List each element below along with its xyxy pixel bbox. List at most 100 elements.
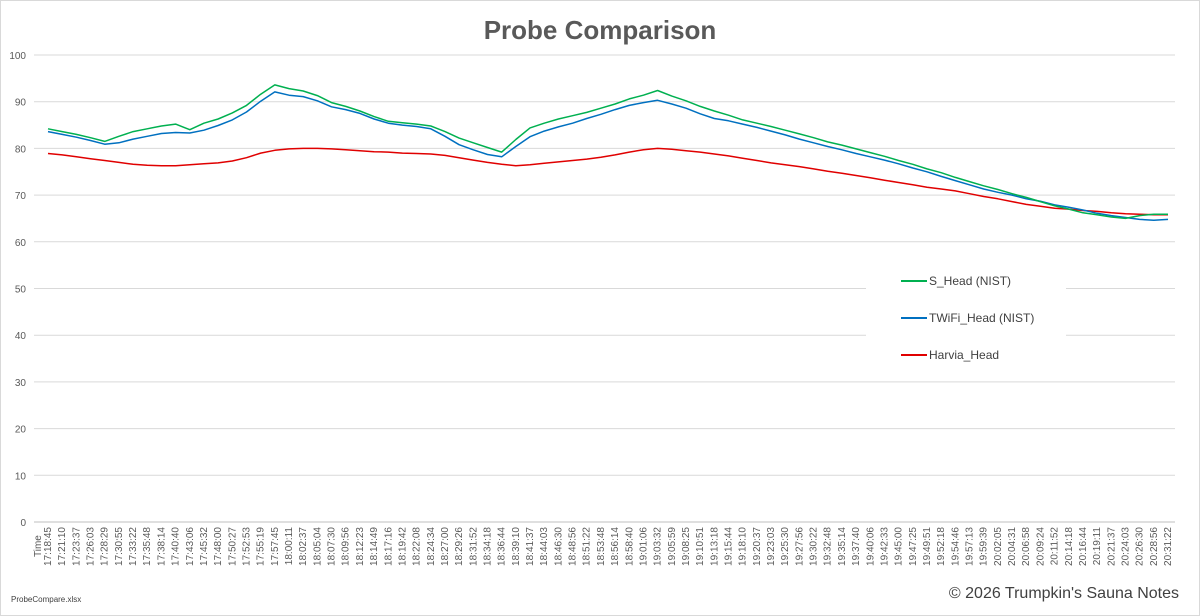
y-tick-label: 90 [15, 98, 27, 109]
x-tick-label: 19:32:48 [823, 527, 834, 566]
x-tick-label: 18:00:11 [284, 527, 295, 566]
x-tick-label: 19:23:03 [766, 527, 777, 566]
x-tick-label: 18:17:16 [383, 527, 394, 566]
x-tick-label: 17:48:00 [213, 527, 224, 566]
x-tick-label: 17:40:40 [171, 527, 182, 566]
x-tick-label: 17:45:32 [199, 527, 210, 566]
x-tick-label: 20:11:52 [1050, 527, 1061, 566]
x-tick-label: 18:24:34 [426, 527, 437, 566]
series-line-harvia-head [47, 147, 1168, 216]
x-tick-label: 17:43:06 [185, 527, 196, 566]
copyright-label: © 2026 Trumpkin's Sauna Notes [948, 585, 1179, 602]
x-tick-label: 18:12:23 [355, 527, 366, 566]
x-tick-label: 17:38:14 [156, 527, 167, 566]
x-tick-label: 19:05:59 [667, 527, 678, 566]
x-tick-label: 17:33:22 [128, 527, 139, 566]
series-line-s-head-nist [47, 84, 1168, 220]
y-tick-label: 60 [15, 238, 27, 249]
x-tick-label: 18:53:48 [596, 527, 607, 566]
x-tick-label: 17:57:45 [270, 527, 281, 566]
x-tick-label: 19:57:13 [965, 527, 976, 566]
x-tick-label: 19:15:44 [724, 527, 735, 566]
series-line-twifi-head-nist [47, 91, 1169, 222]
x-tick-label: 18:31:52 [468, 527, 479, 566]
x-tick-label: 20:21:37 [1106, 527, 1117, 566]
legend-swatch-harvia-head [901, 354, 927, 356]
x-tick-label: 19:59:39 [979, 527, 990, 566]
x-tick-label: 18:36:44 [497, 527, 508, 566]
x-tick-label: 17:26:03 [86, 527, 97, 566]
x-tick-label: 19:20:37 [752, 527, 763, 566]
x-tick-label: 17:23:37 [71, 527, 82, 566]
x-tick-label: 20:31:22 [1163, 527, 1174, 566]
x-tick-label: 18:02:37 [298, 527, 309, 566]
x-tick-label: 17:21:10 [57, 527, 68, 566]
x-tick-label: 20:06:58 [1021, 527, 1032, 566]
x-tick-label: 18:51:22 [582, 527, 593, 566]
gridlines [34, 54, 1175, 476]
x-tick-label: 18:22:08 [412, 527, 423, 566]
x-tick-label: 19:35:14 [837, 527, 848, 566]
x-tick-label: 19:10:51 [695, 527, 706, 566]
x-tick-label: 20:02:05 [993, 527, 1004, 566]
x-tick-label: 20:09:24 [1035, 527, 1046, 566]
x-tick-label: 20:28:56 [1149, 527, 1160, 566]
x-tick-label: 19:45:00 [894, 527, 905, 566]
y-tick-label: 100 [9, 51, 26, 62]
x-tick-label: 19:42:33 [879, 527, 890, 566]
x-tick-label: 17:50:27 [227, 527, 238, 566]
x-tick-label: 18:07:30 [327, 527, 338, 566]
x-tick-label: 19:40:06 [865, 527, 876, 566]
x-tick-label: 20:14:18 [1064, 527, 1075, 566]
x-tick-label: 18:56:14 [610, 527, 621, 566]
x-tick-label: 18:14:49 [369, 527, 380, 566]
x-tick-label: 19:18:10 [738, 527, 749, 566]
x-tick-label: 19:54:46 [950, 527, 961, 566]
y-tick-label: 40 [15, 331, 27, 342]
x-tick-label: 17:35:48 [142, 527, 153, 566]
chart-legend: S_Head (NIST) TWiFi_Head (NIST) Harvia_H… [866, 265, 1066, 373]
legend-label-twifi-head: TWiFi_Head (NIST) [929, 311, 1035, 325]
x-tick-label: 19:25:30 [780, 527, 791, 566]
y-tick-label: 10 [15, 471, 27, 482]
x-tick-label: 17:55:19 [256, 527, 267, 566]
y-tick-label: 70 [15, 191, 27, 202]
x-tick-label: 18:09:56 [341, 527, 352, 566]
x-tick-label: 17:52:53 [241, 527, 252, 566]
x-tick-label: 18:05:04 [312, 527, 323, 566]
file-name-label: ProbeCompare.xlsx [11, 595, 82, 604]
x-tick-label: 19:13:18 [709, 527, 720, 566]
x-tick-label: 20:26:30 [1135, 527, 1146, 566]
x-tick-label: 20:16:44 [1078, 527, 1089, 566]
x-tick-label: 19:37:40 [851, 527, 862, 566]
y-tick-label: 80 [15, 144, 27, 155]
x-tick-label: 19:03:32 [653, 527, 664, 566]
x-tick-label: 19:01:06 [638, 527, 649, 566]
legend-label-harvia-head: Harvia_Head [929, 348, 1000, 362]
x-axis-label: Time [33, 535, 44, 557]
x-tick-label: 18:27:00 [440, 527, 451, 566]
y-tick-labels: 0 10 20 30 40 50 60 70 80 90 100 [9, 51, 26, 529]
series-lines [47, 84, 1169, 222]
x-tick-label: 18:39:10 [511, 527, 522, 566]
x-tick-label: 20:24:03 [1120, 527, 1131, 566]
legend-item-twifi-head: TWiFi_Head (NIST) [866, 308, 1034, 328]
y-tick-label: 20 [15, 425, 27, 436]
x-tick-label: 17:30:55 [114, 527, 125, 566]
x-tick-label: 20:04:31 [1007, 527, 1018, 566]
x-tick-label: 18:34:18 [482, 527, 493, 566]
legend-item-harvia-head: Harvia_Head [866, 345, 999, 365]
x-tick-label: 18:29:26 [454, 527, 465, 566]
x-tick-label: 19:30:22 [809, 527, 820, 566]
legend-item-s-head: S_Head (NIST) [866, 271, 1011, 291]
legend-swatch-twifi-head [901, 317, 927, 319]
x-tick-label: 18:58:40 [624, 527, 635, 566]
x-tick-label: 19:47:25 [908, 527, 919, 566]
x-tick-label: 19:08:25 [681, 527, 692, 566]
x-tick-label: 17:28:29 [100, 527, 111, 566]
legend-swatch-s-head [901, 280, 927, 282]
x-tick-label: 18:48:56 [568, 527, 579, 566]
x-tick-label: 18:44:03 [539, 527, 550, 566]
